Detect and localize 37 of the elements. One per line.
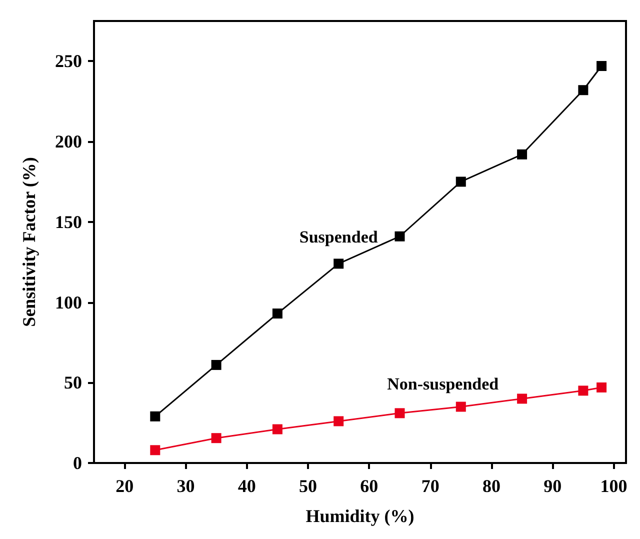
point <box>211 433 222 444</box>
point <box>394 408 405 418</box>
point <box>578 386 588 396</box>
point <box>456 402 466 412</box>
point <box>517 149 528 160</box>
point <box>272 308 282 319</box>
point <box>596 61 607 72</box>
x-axis-title: Humidity (%) <box>306 506 414 526</box>
point <box>272 424 282 434</box>
y-tick-label: 100 <box>55 292 82 312</box>
point <box>596 382 607 392</box>
point <box>334 416 344 426</box>
point <box>150 411 160 422</box>
point <box>211 360 222 370</box>
y-tick-label: 200 <box>55 132 82 152</box>
y-tick-label: 0 <box>73 453 82 473</box>
x-tick-label: 50 <box>299 476 318 496</box>
x-tick-label: 80 <box>482 476 500 496</box>
x-tick-label: 70 <box>421 476 440 496</box>
y-tick-label: 250 <box>55 51 82 72</box>
x-tick-label: 30 <box>176 476 195 496</box>
x-tick-label: 100 <box>600 476 628 496</box>
point <box>578 85 588 96</box>
x-tick-label: 90 <box>544 476 562 496</box>
y-tick-label: 150 <box>55 212 82 232</box>
x-tick-label: 20 <box>116 476 134 496</box>
x-tick-label: 60 <box>360 476 378 496</box>
point <box>150 445 160 456</box>
series-label: Suspended <box>299 228 378 247</box>
point <box>334 258 344 269</box>
y-tick-label: 50 <box>64 372 82 393</box>
point <box>394 231 405 242</box>
point <box>517 394 528 404</box>
x-tick-label: 40 <box>238 476 256 496</box>
series-label: Non-suspended <box>387 374 500 394</box>
y-axis-title: Sensitivity Factor (%) <box>19 157 39 327</box>
point <box>456 176 466 187</box>
